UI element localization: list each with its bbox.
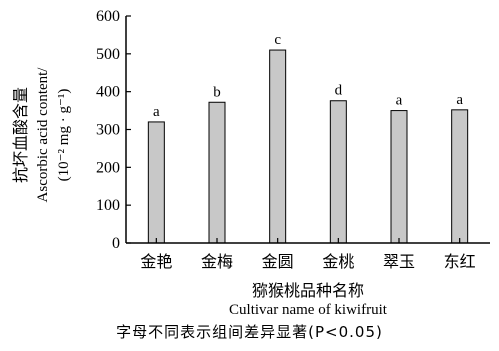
bar [390,110,408,244]
significance-letter: c [274,32,281,48]
axis-titles: 抗坏血酸含量 Ascorbic acid content/ (10⁻² mg ·… [11,67,388,318]
y-axis-title-chinese: 抗坏血酸含量 [11,87,30,183]
y-axis: 0 100 200 300 400 500 600 [96,8,131,252]
significance-letter: a [456,92,463,108]
y-axis-unit: (10⁻² mg · g⁻¹) [56,89,72,182]
bars-group: a b c d a a [147,32,469,244]
bar [208,101,226,244]
significance-letter: a [396,93,403,109]
significance-letter: d [335,83,343,99]
y-tick-label: 0 [112,235,120,252]
y-axis-title-english: Ascorbic acid content/ [35,67,51,203]
y-tick-label: 300 [96,122,120,139]
bar [451,109,469,244]
bar [269,49,287,244]
y-tick-label: 200 [96,159,120,176]
x-tick-label: 东红 [444,252,476,271]
x-tick-label: 翠玉 [383,252,415,271]
significance-letter: b [213,84,221,100]
significance-letter: a [153,104,160,120]
x-axis: 金艳 金梅 金圆 金桃 翠玉 东红 [126,238,490,271]
bar [147,121,165,244]
y-tick-label: 100 [96,197,120,214]
bar [329,100,347,244]
x-axis-title-chinese: 猕猴桃品种名称 [252,281,364,300]
y-tick-label: 500 [96,46,120,63]
x-axis-title-english: Cultivar name of kiwifruit [229,302,388,318]
x-tick-label: 金桃 [322,252,354,271]
x-tick-label: 金圆 [262,252,294,271]
y-tick-label: 600 [96,8,120,25]
x-tick-label: 金梅 [201,252,233,271]
figure-caption: 字母不同表示组间差异显著(P<0.05) [116,323,383,341]
y-tick-label: 400 [96,84,120,101]
x-tick-label: 金艳 [140,252,172,271]
